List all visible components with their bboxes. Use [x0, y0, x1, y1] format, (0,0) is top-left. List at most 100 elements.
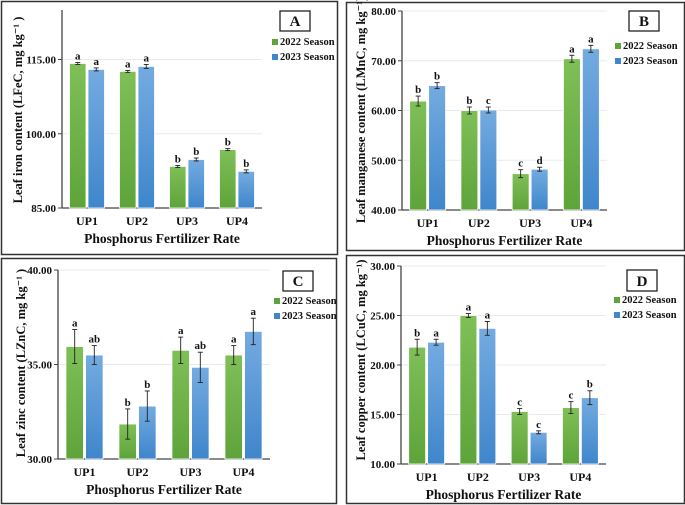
- panel-label: C: [293, 274, 304, 290]
- panel-label: A: [290, 14, 301, 30]
- x-tick-label: UP2: [127, 465, 149, 479]
- significance-letter: a: [94, 56, 100, 68]
- x-tick-label: UP4: [570, 216, 592, 230]
- legend-label: 2022 Season: [623, 41, 678, 52]
- bar-2022: [119, 70, 137, 209]
- significance-letter: b: [144, 379, 150, 391]
- x-tick-label: UP2: [467, 470, 489, 484]
- y-tick-label: 115.00: [26, 55, 56, 67]
- legend-label: 2022 Season: [280, 37, 335, 48]
- bar-2022: [563, 58, 581, 211]
- y-tick-label: 25.00: [370, 311, 395, 323]
- significance-letter: a: [251, 306, 257, 318]
- bar-2023: [530, 168, 549, 211]
- significance-letter: c: [486, 95, 491, 107]
- x-tick-label: UP1: [74, 465, 96, 479]
- y-tick-label: 40.00: [371, 205, 396, 217]
- significance-letter: b: [193, 146, 199, 158]
- y-tick-label: 15.00: [370, 410, 395, 422]
- bar-2022: [219, 149, 237, 209]
- x-tick-label: UP3: [519, 216, 541, 230]
- x-tick-label: UP1: [76, 214, 98, 228]
- y-axis-title: Leaf zinc content (LZnC, mg kg⁻¹ ): [14, 269, 28, 457]
- y-tick-label: 40.00: [27, 265, 52, 277]
- panel-label-box: [282, 270, 314, 292]
- y-tick-label: 20.00: [370, 360, 395, 372]
- y-tick-label: 80.00: [371, 6, 396, 18]
- legend-swatch-2023: [615, 58, 621, 64]
- significance-letter: a: [125, 58, 131, 70]
- significance-letter: a: [485, 309, 491, 321]
- bar-2022: [511, 173, 530, 211]
- significance-letter: a: [178, 325, 184, 337]
- legend-label: 2023 Season: [282, 311, 337, 322]
- x-tick-label: UP2: [126, 214, 148, 228]
- legend-swatch-2022: [274, 298, 280, 304]
- x-tick-label: UP4: [226, 214, 248, 228]
- legend-swatch-2023: [274, 313, 280, 319]
- significance-letter: b: [175, 153, 181, 165]
- significance-letter: a: [72, 318, 78, 330]
- significance-letter: ab: [88, 334, 100, 346]
- panel-border: [0, 0, 339, 256]
- significance-letter: b: [414, 327, 420, 339]
- y-tick-label: 100.00: [26, 129, 57, 141]
- panel-border: [345, 1, 685, 252]
- bar-2022: [408, 346, 427, 465]
- panel-label-box: [626, 269, 658, 292]
- y-axis-title: Leaf copper content (LCuC, mg kg⁻¹): [354, 259, 368, 460]
- legend-swatch-2022: [615, 43, 621, 49]
- bar-2023: [244, 331, 263, 460]
- x-tick-label: UP3: [518, 470, 540, 484]
- bar-2023: [479, 109, 498, 211]
- legend-label: 2023 Season: [622, 310, 677, 321]
- significance-letter: a: [588, 33, 594, 45]
- y-axis-title: Leaf manganese content (LMnC, mg kg⁻¹): [354, 0, 368, 223]
- significance-letter: a: [231, 334, 237, 346]
- significance-letter: b: [587, 379, 593, 391]
- legend-swatch-2023: [272, 54, 278, 60]
- y-tick-label: 30.00: [27, 454, 52, 466]
- x-axis-title: Phosphorus Fertilizer Rate: [426, 487, 582, 502]
- bar-2023: [427, 341, 445, 465]
- y-tick-label: 50.00: [371, 155, 396, 167]
- panel-c: 30.0035.0040.00aabUP1bbUP2aabUP3aaUP4Pho…: [0, 257, 338, 505]
- legend-swatch-2023: [614, 312, 620, 318]
- bar-2023: [582, 48, 600, 211]
- bar-2022: [409, 100, 428, 211]
- significance-letter: c: [517, 397, 522, 409]
- significance-letter: c: [536, 419, 541, 431]
- panel-border: [345, 254, 685, 505]
- y-tick-label: 35.00: [27, 360, 52, 372]
- legend-label: 2023 Season: [280, 52, 335, 63]
- bar-2023: [529, 431, 548, 465]
- bar-2022: [169, 166, 187, 209]
- bar-2022: [69, 63, 87, 209]
- panel-border: [0, 257, 338, 505]
- bar-2022: [562, 407, 580, 465]
- x-tick-label: UP3: [176, 214, 198, 228]
- panel-label: D: [637, 274, 648, 290]
- bar-2022: [171, 349, 190, 460]
- y-tick-label: 30.00: [370, 261, 395, 273]
- significance-letter: a: [466, 302, 472, 314]
- panel-label: B: [639, 14, 649, 30]
- significance-letter: a: [75, 50, 81, 62]
- bar-2023: [87, 69, 105, 209]
- x-axis-title: Phosphorus Fertilizer Rate: [84, 231, 240, 246]
- significance-letter: b: [466, 95, 472, 107]
- y-tick-label: 85.00: [31, 203, 56, 215]
- legend-label: 2022 Season: [282, 296, 337, 307]
- bar-2023: [137, 66, 155, 209]
- legend-swatch-2022: [614, 297, 620, 303]
- significance-letter: a: [433, 327, 439, 339]
- panel-label-box: [628, 10, 660, 32]
- bar-2023: [85, 354, 104, 460]
- panel-d: 10.00 15.00 20.00 25.00 30.00 b a UP1 a a UP2 c c UP3…: [345, 254, 685, 505]
- significance-letter: b: [434, 71, 440, 83]
- bar-2022: [510, 411, 529, 465]
- significance-letter: c: [568, 390, 573, 402]
- bar-2022: [224, 354, 243, 460]
- significance-letter: a: [569, 43, 575, 55]
